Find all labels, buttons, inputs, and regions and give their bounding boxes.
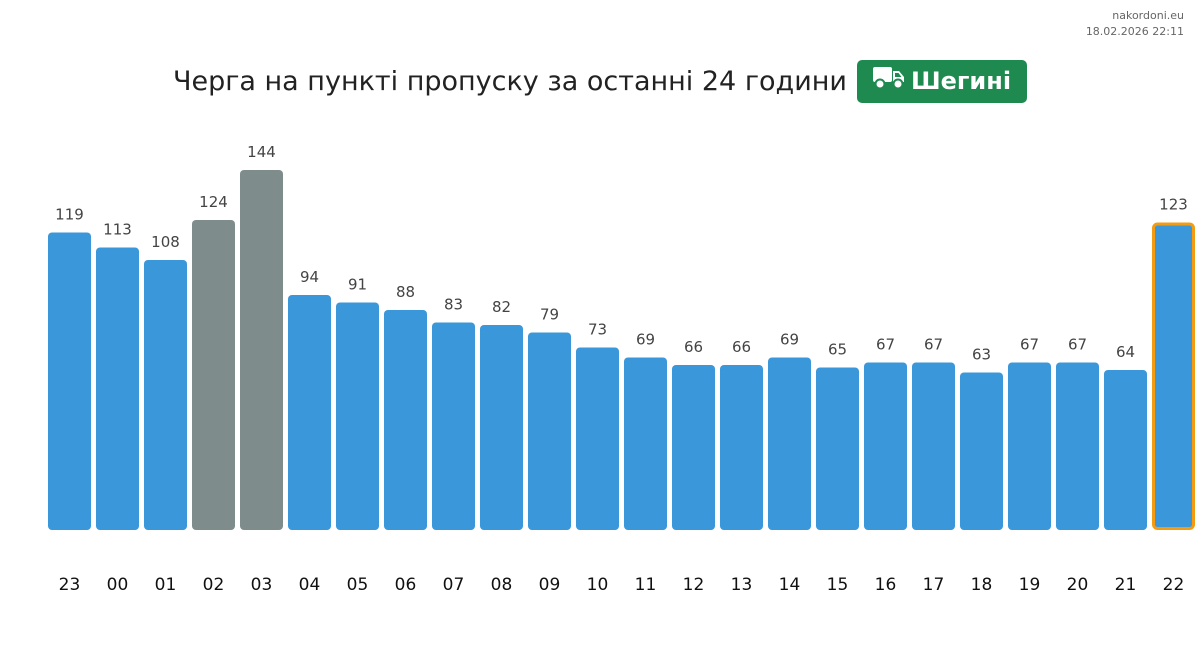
bar-09 bbox=[528, 332, 571, 530]
hour-tick-label: 07 bbox=[443, 575, 465, 595]
bar-15 bbox=[816, 367, 859, 530]
bar-value-label: 108 bbox=[151, 233, 180, 251]
bar-value-label: 65 bbox=[828, 341, 847, 359]
bar-03 bbox=[240, 170, 283, 530]
bar-value-label: 124 bbox=[199, 193, 228, 211]
hour-tick-label: 02 bbox=[203, 575, 225, 595]
bar-value-label: 69 bbox=[780, 331, 799, 349]
hour-tick-label: 20 bbox=[1067, 575, 1089, 595]
bar-value-label: 119 bbox=[55, 206, 84, 224]
hour-tick-label: 09 bbox=[539, 575, 561, 595]
checkpoint-badge: Шегині bbox=[856, 59, 1028, 103]
checkpoint-name: Шегині bbox=[910, 67, 1012, 95]
bar-20 bbox=[1056, 362, 1099, 530]
bar-value-label: 66 bbox=[684, 338, 703, 356]
bar-00 bbox=[96, 247, 139, 530]
bar-23 bbox=[48, 232, 91, 530]
hour-tick-label: 18 bbox=[971, 575, 993, 595]
chart-header: Черга на пункті пропуску за останні 24 г… bbox=[0, 58, 1200, 104]
chart-title: Черга на пункті пропуску за останні 24 г… bbox=[172, 65, 847, 97]
bar-value-label: 144 bbox=[247, 143, 276, 161]
hour-tick-label: 21 bbox=[1115, 575, 1137, 595]
bar-value-label: 67 bbox=[876, 336, 895, 354]
bar-18 bbox=[960, 372, 1003, 530]
hour-tick-label: 03 bbox=[251, 575, 273, 595]
bar-value-label: 83 bbox=[444, 296, 463, 314]
hour-tick-label: 15 bbox=[827, 575, 849, 595]
bar-01 bbox=[144, 260, 187, 530]
hour-tick-label: 17 bbox=[923, 575, 945, 595]
hour-tick-label: 22 bbox=[1163, 575, 1185, 595]
bar-value-label: 69 bbox=[636, 331, 655, 349]
hour-tick-label: 23 bbox=[59, 575, 81, 595]
hour-tick-label: 00 bbox=[107, 575, 129, 595]
bar-11 bbox=[624, 357, 667, 530]
bar-06 bbox=[384, 310, 427, 530]
bar-value-label: 123 bbox=[1159, 196, 1188, 214]
bar-value-label: 64 bbox=[1116, 343, 1135, 361]
site-name: nakordoni.eu bbox=[1112, 9, 1184, 22]
bar-value-label: 67 bbox=[1068, 336, 1087, 354]
truck-icon bbox=[872, 66, 911, 96]
bar-value-label: 91 bbox=[348, 276, 367, 294]
bar-value-label: 88 bbox=[396, 283, 415, 301]
bar-22 bbox=[1152, 222, 1195, 530]
bar-value-label: 82 bbox=[492, 298, 511, 316]
bar-value-label: 79 bbox=[540, 306, 559, 324]
bar-value-label: 73 bbox=[588, 321, 607, 339]
hour-tick-label: 08 bbox=[491, 575, 513, 595]
bar-14 bbox=[768, 357, 811, 530]
bar-02 bbox=[192, 220, 235, 530]
bar-16 bbox=[864, 362, 907, 530]
bar-08 bbox=[480, 325, 523, 530]
bar-value-label: 63 bbox=[972, 346, 991, 364]
bar-value-label: 113 bbox=[103, 221, 132, 239]
hour-tick-label: 12 bbox=[683, 575, 705, 595]
hour-tick-label: 19 bbox=[1019, 575, 1041, 595]
bar-13 bbox=[720, 365, 763, 530]
bar-07 bbox=[432, 322, 475, 530]
bar-12 bbox=[672, 365, 715, 530]
timestamp: 18.02.2026 22:11 bbox=[1085, 25, 1184, 38]
bar-value-label: 66 bbox=[732, 338, 751, 356]
hour-tick-label: 05 bbox=[347, 575, 369, 595]
site-meta: nakordoni.eu 18.02.2026 22:11 bbox=[1086, 8, 1184, 40]
bar-21 bbox=[1104, 370, 1147, 530]
bar-17 bbox=[912, 362, 955, 530]
bar-04 bbox=[288, 295, 331, 530]
hour-tick-label: 11 bbox=[635, 575, 657, 595]
bar-value-label: 94 bbox=[300, 268, 319, 286]
bar-value-label: 67 bbox=[924, 336, 943, 354]
bar-value-label: 67 bbox=[1020, 336, 1039, 354]
bar-10 bbox=[576, 347, 619, 530]
hour-tick-label: 04 bbox=[299, 575, 321, 595]
hour-tick-label: 14 bbox=[779, 575, 801, 595]
hour-tick-label: 16 bbox=[875, 575, 897, 595]
bar-05 bbox=[336, 302, 379, 530]
hour-tick-label: 10 bbox=[587, 575, 609, 595]
hour-tick-label: 06 bbox=[395, 575, 417, 595]
hour-tick-label: 01 bbox=[155, 575, 177, 595]
bar-19 bbox=[1008, 362, 1051, 530]
hour-tick-label: 13 bbox=[731, 575, 753, 595]
